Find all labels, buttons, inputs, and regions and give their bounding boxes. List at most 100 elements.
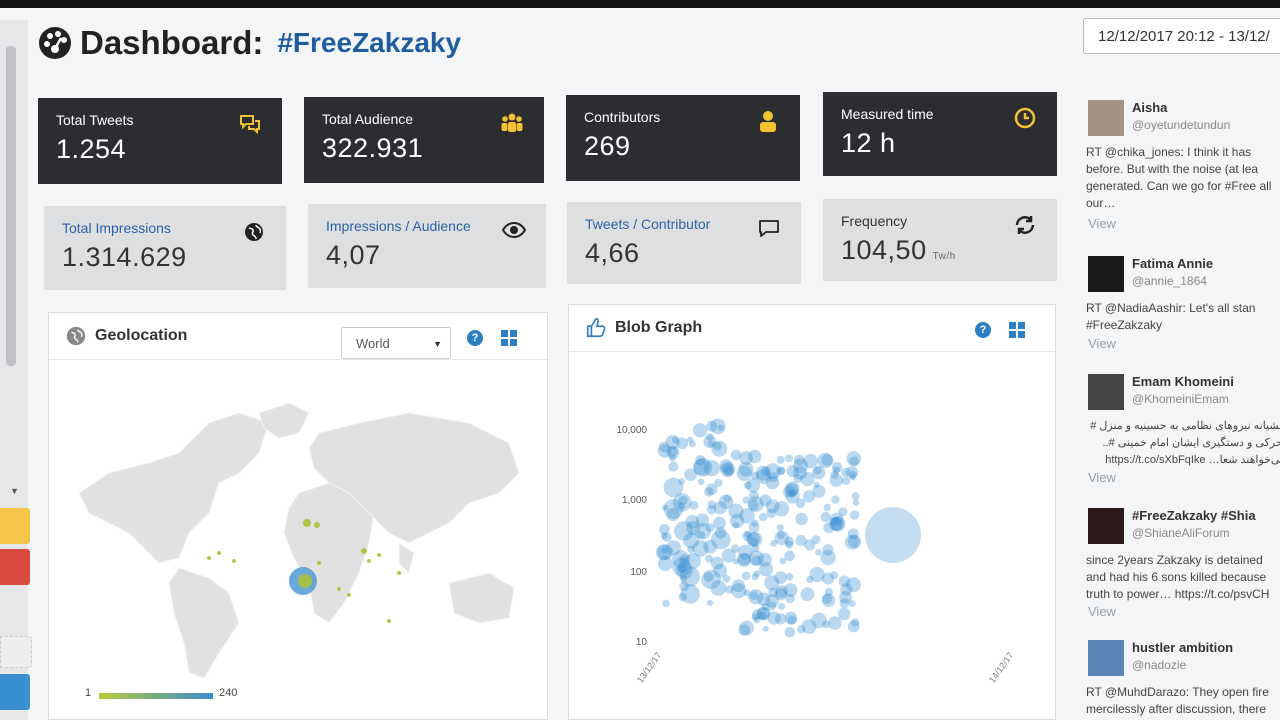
- blob-point[interactable]: [741, 571, 751, 581]
- blob-point[interactable]: [758, 512, 768, 522]
- blob-point[interactable]: [721, 548, 736, 563]
- blob-point[interactable]: [775, 585, 788, 598]
- blob-point[interactable]: [765, 499, 780, 514]
- blob-point[interactable]: [841, 476, 851, 485]
- blob-point[interactable]: [668, 461, 679, 472]
- blob-point[interactable]: [802, 490, 816, 503]
- blob-point[interactable]: [753, 570, 761, 577]
- blob-point[interactable]: [659, 524, 670, 535]
- blob-point[interactable]: [745, 478, 761, 493]
- blob-point[interactable]: [822, 544, 834, 556]
- side-tab-yellow[interactable]: [0, 508, 30, 544]
- blob-point[interactable]: [722, 463, 734, 476]
- blob-point[interactable]: [776, 455, 785, 464]
- blob-point[interactable]: [765, 475, 780, 490]
- blob-point[interactable]: [660, 532, 668, 540]
- blob-point[interactable]: [710, 529, 731, 550]
- grid-view-icon[interactable]: [1009, 322, 1025, 338]
- blob-point[interactable]: [679, 554, 689, 564]
- blob-point[interactable]: [758, 553, 772, 567]
- blob-point[interactable]: [831, 495, 840, 504]
- blob-point[interactable]: [705, 523, 715, 532]
- blob-point[interactable]: [751, 555, 762, 566]
- blob-point[interactable]: [704, 487, 714, 497]
- blob-point[interactable]: [730, 449, 742, 461]
- blob-point[interactable]: [706, 505, 717, 515]
- blob-point[interactable]: [687, 545, 695, 554]
- blob-point[interactable]: [762, 625, 769, 632]
- blob-point[interactable]: [658, 441, 670, 453]
- blob-point[interactable]: [837, 607, 851, 621]
- blob-point[interactable]: [678, 478, 686, 485]
- map-marker[interactable]: [232, 559, 236, 563]
- blob-point[interactable]: [851, 618, 860, 627]
- blob-point[interactable]: [774, 571, 788, 585]
- blob-point[interactable]: [770, 539, 778, 547]
- blob-point[interactable]: [680, 566, 700, 587]
- help-icon[interactable]: ?: [467, 330, 483, 346]
- blob-point[interactable]: [758, 611, 767, 620]
- map-marker[interactable]: [397, 571, 401, 575]
- tweet-view-link[interactable]: View: [1088, 336, 1116, 351]
- blob-point[interactable]: [823, 503, 832, 512]
- blob-point[interactable]: [703, 435, 717, 449]
- blob-point[interactable]: [841, 467, 851, 477]
- blob-point[interactable]: [751, 609, 762, 620]
- blob-point[interactable]: [689, 500, 699, 510]
- blob-point[interactable]: [710, 418, 726, 435]
- blob-point[interactable]: [713, 563, 728, 578]
- blob-point[interactable]: [776, 524, 784, 532]
- blob-point[interactable]: [679, 557, 687, 565]
- blob-point[interactable]: [713, 516, 726, 530]
- blob-point[interactable]: [677, 563, 688, 573]
- blob-point[interactable]: [777, 531, 785, 539]
- blob-point[interactable]: [663, 499, 684, 519]
- blob-point[interactable]: [779, 557, 787, 565]
- blob-point[interactable]: [748, 550, 764, 566]
- blob-point[interactable]: [672, 436, 679, 444]
- blob-point[interactable]: [830, 470, 839, 479]
- blob-point[interactable]: [694, 522, 712, 540]
- blob-point[interactable]: [788, 490, 797, 498]
- blob-point[interactable]: [785, 540, 794, 549]
- blob-point[interactable]: [748, 496, 764, 513]
- blob-point[interactable]: [840, 583, 853, 596]
- blob-point[interactable]: [751, 519, 759, 527]
- blob-point[interactable]: [731, 544, 740, 553]
- map-marker[interactable]: [337, 587, 341, 591]
- blob-point[interactable]: [846, 577, 861, 593]
- blob-point[interactable]: [703, 571, 714, 582]
- blob-point[interactable]: [751, 613, 759, 621]
- blob-point[interactable]: [748, 589, 764, 605]
- blob-point[interactable]: [793, 473, 803, 483]
- blob-point[interactable]: [768, 472, 779, 483]
- blob-point[interactable]: [839, 590, 852, 604]
- blob-point[interactable]: [832, 517, 840, 524]
- blob-point[interactable]: [686, 521, 701, 536]
- blob-point[interactable]: [784, 550, 795, 562]
- blob-point[interactable]: [767, 601, 777, 611]
- tweet-item[interactable]: hustler ambition @nadozie RT @MuhdDarazo…: [1072, 640, 1280, 720]
- map-marker[interactable]: [207, 556, 211, 560]
- blob-point[interactable]: [785, 454, 793, 463]
- blob-point[interactable]: [711, 440, 728, 457]
- blob-point[interactable]: [830, 516, 845, 531]
- blob-point[interactable]: [713, 501, 727, 515]
- blob-point[interactable]: [742, 496, 750, 504]
- blob-point[interactable]: [744, 531, 751, 538]
- blob-point[interactable]: [703, 460, 720, 477]
- blob-point[interactable]: [680, 575, 688, 582]
- blob-point[interactable]: [785, 573, 794, 581]
- blob-point[interactable]: [738, 553, 751, 566]
- blob-point[interactable]: [795, 512, 808, 526]
- blob-point[interactable]: [732, 522, 740, 529]
- blob-point[interactable]: [849, 474, 856, 481]
- blob-point[interactable]: [723, 466, 734, 477]
- blob-point[interactable]: [755, 465, 771, 481]
- blob-point[interactable]: [713, 441, 722, 451]
- blob-point[interactable]: [761, 466, 771, 476]
- blob-point[interactable]: [685, 514, 700, 529]
- blob-point[interactable]: [672, 557, 692, 577]
- blob-point[interactable]: [665, 435, 680, 450]
- blob-point[interactable]: [685, 553, 701, 569]
